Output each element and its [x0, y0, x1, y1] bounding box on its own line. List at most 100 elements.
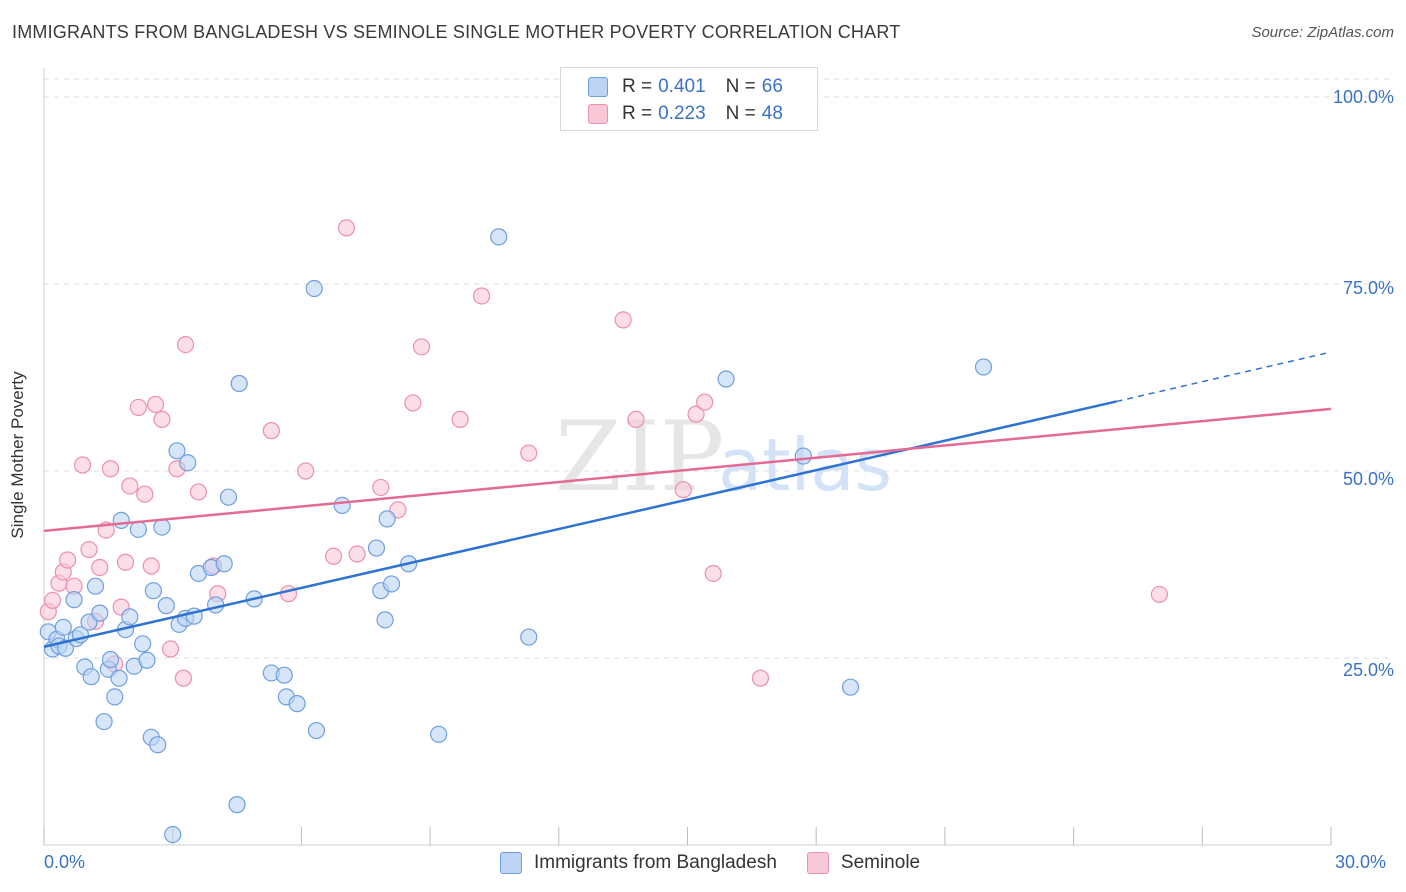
- data-point: [367, 539, 386, 557]
- data-point: [142, 557, 160, 575]
- data-point: [80, 540, 98, 559]
- data-point: [279, 585, 298, 603]
- data-point: [520, 444, 538, 462]
- data-point: [157, 597, 175, 615]
- data-point: [490, 228, 508, 246]
- data-point: [337, 219, 356, 237]
- data-point: [751, 669, 770, 687]
- data-point: [520, 628, 538, 646]
- data-point: [974, 358, 993, 376]
- data-point: [65, 591, 83, 609]
- x-tick-label-min: 0.0%: [44, 852, 86, 872]
- data-point: [687, 405, 705, 423]
- data-point: [189, 483, 208, 501]
- trend-line-seminole: [43, 407, 1332, 533]
- data-point: [164, 825, 182, 844]
- data-point: [138, 651, 156, 669]
- series-bangladesh: [39, 228, 993, 844]
- data-point: [134, 635, 152, 653]
- legend-n-value: 66: [761, 76, 783, 97]
- data-point: [82, 668, 100, 686]
- data-point: [106, 688, 124, 706]
- y-tick-label-25: 25.0%: [1342, 660, 1394, 680]
- data-point: [121, 477, 139, 495]
- legend-r-value: 0.223: [658, 103, 706, 124]
- data-point: [91, 604, 109, 622]
- data-point: [176, 335, 195, 354]
- data-point: [219, 488, 238, 506]
- legend-row-bangladesh: R = 0.401 N = 66: [561, 74, 783, 100]
- legend-swatch-blue: [588, 77, 608, 97]
- y-tick-label-100: 100.0%: [1332, 87, 1394, 107]
- data-point: [288, 695, 306, 713]
- data-point: [376, 611, 394, 629]
- data-point: [841, 678, 860, 696]
- data-point: [674, 481, 692, 499]
- legend-swatch-blue: [500, 852, 522, 874]
- data-point: [58, 551, 77, 569]
- y-tick-label-50: 50.0%: [1342, 469, 1394, 489]
- legend-r-label: R =: [622, 76, 653, 97]
- data-point: [412, 338, 431, 356]
- data-point: [696, 393, 714, 411]
- data-point: [614, 311, 632, 329]
- x-tick-label-max: 30.0%: [1335, 852, 1387, 872]
- data-point: [305, 279, 323, 298]
- data-point: [136, 485, 154, 503]
- trend-line-bangladesh: [43, 400, 1117, 648]
- legend-item-bangladesh: Immigrants from Bangladesh: [500, 852, 777, 874]
- axes: [43, 68, 1332, 846]
- data-point: [168, 442, 186, 460]
- data-point: [95, 712, 113, 731]
- data-point: [324, 547, 343, 565]
- data-point: [161, 640, 180, 658]
- data-point: [262, 422, 280, 440]
- legend-n-value: 48: [761, 103, 783, 124]
- data-point: [116, 553, 135, 571]
- data-point: [228, 796, 246, 814]
- legend-swatch-pink: [588, 104, 608, 124]
- data-point: [174, 669, 193, 687]
- legend-n-label: N =: [725, 76, 756, 97]
- trend-lines: [43, 351, 1332, 648]
- data-point: [129, 520, 147, 538]
- y-tick-label-75: 75.0%: [1342, 278, 1394, 298]
- chart-title: IMMIGRANTS FROM BANGLADESH VS SEMINOLE S…: [12, 22, 901, 42]
- data-point: [275, 666, 293, 684]
- data-point: [333, 496, 351, 515]
- legend-item-seminole: Seminole: [806, 852, 921, 874]
- legend-r-value: 0.401: [658, 76, 706, 97]
- data-point: [112, 511, 130, 529]
- data-point: [704, 564, 722, 583]
- data-point: [307, 721, 326, 740]
- data-point: [207, 596, 225, 614]
- data-point: [348, 545, 366, 563]
- data-point: [372, 478, 390, 497]
- chart-source: Source: ZipAtlas.com: [1251, 24, 1394, 41]
- data-point: [146, 395, 165, 414]
- data-point: [91, 558, 109, 577]
- data-point: [404, 394, 422, 412]
- trend-line-bangladesh-extension: [1116, 351, 1332, 403]
- legend-swatch-pink: [806, 852, 829, 874]
- data-point: [382, 575, 401, 593]
- series-legend: Immigrants from Bangladesh Seminole: [500, 852, 950, 874]
- y-axis-label: Single Mother Poverty: [8, 371, 27, 539]
- data-point: [215, 555, 233, 573]
- legend-label-bangladesh: Immigrants from Bangladesh: [534, 852, 777, 873]
- data-point: [230, 374, 248, 393]
- legend-label-seminole: Seminole: [840, 852, 921, 873]
- data-point: [54, 618, 72, 636]
- data-point: [129, 398, 147, 417]
- data-point: [717, 370, 735, 388]
- data-point: [472, 287, 491, 305]
- data-point: [1150, 585, 1169, 604]
- data-point: [56, 639, 75, 657]
- legend-row-seminole: R = 0.223 N = 48: [561, 101, 783, 127]
- data-point: [86, 577, 105, 595]
- legend-n-label: N =: [725, 103, 756, 124]
- data-point: [297, 462, 315, 480]
- data-point: [74, 456, 92, 474]
- data-point: [451, 410, 469, 428]
